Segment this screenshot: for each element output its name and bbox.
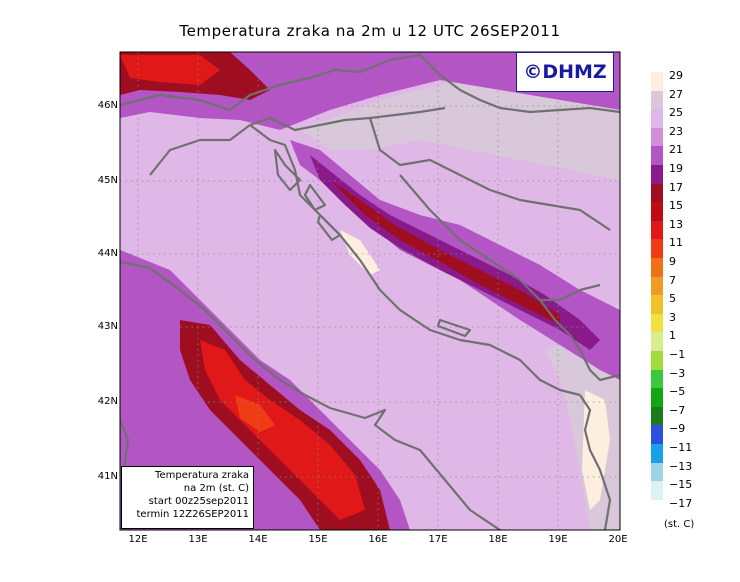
border-mne — [539, 299, 620, 382]
legend-label: −1 — [669, 348, 686, 361]
legend-swatch — [651, 276, 663, 296]
legend-swatch — [651, 295, 663, 315]
field-sea-coast-light — [340, 230, 380, 275]
border-bih-south — [399, 174, 601, 302]
legend-label: −11 — [669, 441, 693, 454]
legend-swatch — [651, 462, 663, 482]
legend-swatch — [651, 258, 663, 278]
legend-unit: (st. C) — [664, 519, 695, 530]
field-nw-red — [120, 55, 220, 85]
italy-coast — [120, 260, 501, 530]
lon-label-13e: 13E — [188, 534, 208, 545]
coastlines — [120, 53, 620, 530]
border-alb — [579, 394, 612, 530]
istria — [273, 148, 302, 192]
legend-swatch — [651, 406, 663, 426]
legend-swatch — [651, 127, 663, 147]
lon-label-18e: 18E — [488, 534, 508, 545]
lat-label-45n: 45N — [97, 175, 118, 186]
lat-label-41n: 41N — [97, 471, 118, 482]
legend-label: 9 — [669, 255, 676, 268]
field-dinaric-red — [330, 180, 560, 325]
border-north — [120, 53, 421, 112]
legend-label: 21 — [669, 143, 683, 157]
legend-label: −17 — [669, 496, 693, 510]
legend-swatch — [651, 313, 663, 333]
legend-swatch — [651, 183, 663, 203]
corsica-coast — [120, 419, 130, 471]
island-krk — [303, 183, 327, 212]
legend-label: 29 — [669, 69, 683, 82]
legend-label: −3 — [669, 366, 686, 380]
island-brac — [436, 318, 472, 338]
legend-label: −5 — [669, 385, 686, 399]
island-pag — [316, 213, 342, 242]
legend-swatch — [651, 481, 663, 501]
info-line-3: start 00z25sep2011 — [148, 496, 249, 507]
lat-label-44n: 44N — [97, 248, 118, 259]
field-italy-orange — [235, 395, 275, 432]
italy-north-coast — [149, 124, 251, 176]
legend-label: −13 — [669, 459, 693, 473]
legend-swatch — [651, 90, 663, 110]
legend-label: 3 — [669, 310, 676, 324]
legend-swatch — [651, 444, 663, 464]
lat-label-46n: 46N — [97, 100, 118, 111]
legend-label: −9 — [669, 422, 686, 436]
legend-swatch — [651, 109, 663, 129]
legend-swatch — [651, 220, 663, 240]
dhmz-logo: ©DHMZ — [516, 52, 614, 92]
legend-label: 25 — [669, 106, 683, 120]
lat-label-43n: 43N — [97, 321, 118, 332]
legend-swatch — [651, 388, 663, 408]
adriatic-east-coast — [249, 124, 581, 397]
legend-swatch — [651, 146, 663, 166]
legend-label: 13 — [669, 217, 683, 231]
legend-swatch — [651, 332, 663, 352]
legend-swatch — [651, 425, 663, 445]
border-slo-cro — [249, 106, 446, 132]
legend-label: −15 — [669, 478, 693, 492]
info-line-1: Temperatura zraka — [155, 470, 249, 481]
field-north-light — [300, 82, 620, 180]
legend-label: 1 — [669, 329, 676, 343]
lon-label-12e: 12E — [128, 534, 148, 545]
legend-label: −7 — [669, 403, 686, 417]
lon-label-16e: 16E — [368, 534, 388, 545]
legend-swatch — [651, 202, 663, 222]
info-line-4: termin 12Z26SEP2011 — [136, 509, 250, 520]
legend-swatch — [651, 239, 663, 259]
lon-label-19e: 19E — [548, 534, 568, 545]
legend-label: 7 — [669, 273, 676, 287]
info-line-2: na 2m (st. C) — [183, 483, 249, 494]
lon-label-17e: 17E — [428, 534, 448, 545]
legend-label: 11 — [669, 236, 683, 250]
lon-label-20e: 20E — [608, 534, 628, 545]
lon-label-14e: 14E — [248, 534, 268, 545]
legend-label: 15 — [669, 199, 683, 213]
legend-swatch — [651, 165, 663, 185]
legend-swatch — [651, 72, 663, 92]
legend-swatch — [651, 369, 663, 389]
legend-label: 19 — [669, 162, 683, 175]
legend-label: 23 — [669, 124, 683, 138]
legend-label: 17 — [669, 180, 683, 194]
border-bih — [368, 117, 611, 231]
lon-label-15e: 15E — [308, 534, 328, 545]
map-frame — [119, 51, 621, 531]
legend-label: 5 — [669, 292, 676, 306]
field-italy-red — [200, 340, 365, 520]
map-title: Temperatura zraka na 2m u 12 UTC 26SEP20… — [179, 22, 561, 40]
legend-swatch — [651, 351, 663, 371]
lat-label-42n: 42N — [97, 396, 118, 407]
border-hu-cro — [419, 54, 620, 114]
info-box: Temperatura zraka na 2m (st. C) start 00… — [121, 466, 254, 529]
legend-label: 27 — [669, 87, 683, 101]
